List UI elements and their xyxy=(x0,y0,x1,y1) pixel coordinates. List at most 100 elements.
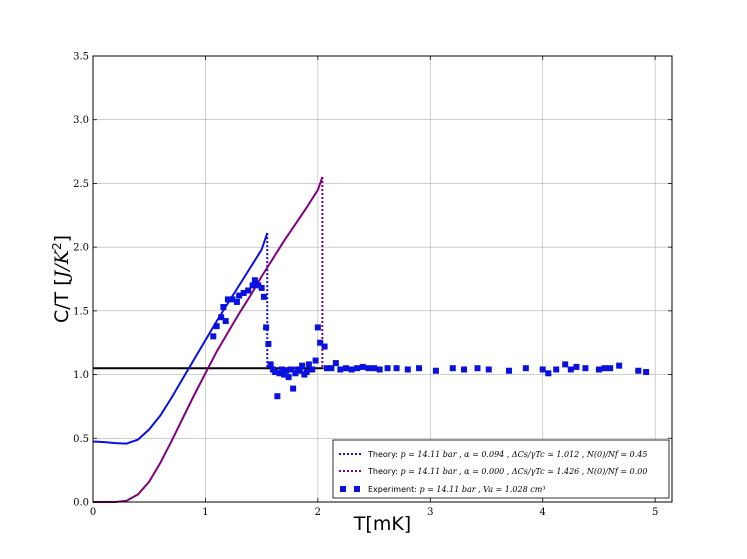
data-point xyxy=(573,363,580,370)
data-point xyxy=(240,290,247,297)
y-tick-label: 3.0 xyxy=(73,115,89,126)
data-point xyxy=(278,366,285,373)
data-point xyxy=(332,360,339,367)
y-tick-label: 0.0 xyxy=(73,498,89,509)
data-point xyxy=(274,393,281,400)
data-point xyxy=(505,367,512,374)
data-point xyxy=(265,340,272,347)
x-tick-label: 2 xyxy=(315,507,321,518)
legend-entry-theory-1: Theory: p = 14.11 bar , α = 0.094 , ΔCs/… xyxy=(339,450,647,459)
data-point xyxy=(376,366,383,373)
legend-label-math: p = 14.11 bar , α = 0.094 , ΔCs/γTc ≃ 1.… xyxy=(400,450,647,459)
data-point xyxy=(416,365,423,372)
x-tick-label: 1 xyxy=(202,507,208,518)
data-point xyxy=(258,284,265,291)
data-point xyxy=(309,366,316,373)
legend-label-math: p = 14.11 bar , α = 0.000 , ΔCs/γTc ≃ 1.… xyxy=(400,467,647,476)
y-axis-label-open: [ xyxy=(51,278,73,285)
data-point xyxy=(607,365,614,372)
legend: Theory: p = 14.11 bar , α = 0.094 , ΔCs/… xyxy=(332,439,670,499)
data-point xyxy=(218,314,225,321)
data-point xyxy=(245,287,252,294)
x-tick-label: 4 xyxy=(540,507,546,518)
grid xyxy=(92,55,672,503)
axes-frame xyxy=(92,55,673,503)
theory-curve-1 xyxy=(92,232,269,445)
y-tick-label: 1.0 xyxy=(73,370,89,381)
data-point xyxy=(317,339,324,346)
data-point xyxy=(348,366,355,373)
data-point xyxy=(461,366,468,373)
data-point xyxy=(601,365,608,372)
y-tick-label: 2.0 xyxy=(73,243,89,254)
x-tick-label: 3 xyxy=(427,507,433,518)
data-point xyxy=(404,366,411,373)
legend-label-prefix: Theory: xyxy=(367,450,400,459)
data-point xyxy=(312,357,319,364)
data-point xyxy=(283,367,290,374)
y-axis-label-close: ] xyxy=(51,235,73,242)
data-point xyxy=(290,385,297,392)
data-point xyxy=(255,282,262,289)
data-point xyxy=(263,324,270,331)
legend-label-math: p = 14.11 bar , Va = 1.028 cm³ xyxy=(419,485,545,494)
data-point xyxy=(337,366,344,373)
data-point xyxy=(260,293,267,300)
data-point xyxy=(296,367,303,374)
data-point xyxy=(233,298,240,305)
data-point xyxy=(354,365,361,372)
legend-box xyxy=(332,439,670,499)
theory-curve-2 xyxy=(93,176,324,503)
y-axis-label-main: C/T xyxy=(51,286,73,323)
data-point xyxy=(643,369,650,376)
data-point xyxy=(359,363,366,370)
data-point xyxy=(616,362,623,369)
svg-text:Theory: p = 14.11 bar , α = 0.: Theory: p = 14.11 bar , α = 0.000 , ΔCs/… xyxy=(367,467,647,476)
data-point xyxy=(267,361,274,368)
y-axis-label-unit: J/K xyxy=(51,248,73,282)
legend-entry-theory-2: Theory: p = 14.11 bar , α = 0.000 , ΔCs/… xyxy=(339,467,647,476)
data-point xyxy=(314,324,321,331)
data-point xyxy=(539,366,546,373)
y-tick-label: 2.5 xyxy=(73,179,89,190)
data-point xyxy=(545,370,552,377)
data-point xyxy=(342,365,349,372)
data-point xyxy=(236,292,243,299)
data-point xyxy=(281,371,288,378)
data-point xyxy=(210,333,217,340)
y-axis-label-sup: 2 xyxy=(50,242,64,250)
y-tick-label: 1.5 xyxy=(73,306,89,317)
x-tick-label: 5 xyxy=(652,507,658,518)
legend-swatch-experiment xyxy=(340,486,346,492)
legend-swatch-experiment xyxy=(354,486,360,492)
data-point xyxy=(449,365,456,372)
svg-text:Experiment: p = 14.11 bar , Va: Experiment: p = 14.11 bar , Va = 1.028 c… xyxy=(368,485,546,494)
svg-text:Theory: p = 14.11 bar , α = 0.: Theory: p = 14.11 bar , α = 0.094 , ΔCs/… xyxy=(367,450,647,459)
axis-ticks: 0 1 2 3 4 5 0.0 0.5 1.0 1.5 2.0 2.5 3.0 3.5 xyxy=(73,52,672,518)
data-point xyxy=(251,277,258,284)
legend-label-prefix: Theory: xyxy=(367,467,400,476)
data-point xyxy=(305,361,312,368)
data-point xyxy=(582,365,589,372)
data-point xyxy=(229,296,236,303)
data-point xyxy=(522,365,529,372)
y-tick-label: 0.5 xyxy=(73,434,89,445)
data-point xyxy=(299,362,306,369)
legend-entry-experiment: Experiment: p = 14.11 bar , Va = 1.028 c… xyxy=(340,485,546,494)
data-point xyxy=(213,323,220,330)
data-point xyxy=(562,361,569,368)
y-tick-label: 3.5 xyxy=(73,52,89,63)
data-point xyxy=(474,365,481,372)
data-point xyxy=(323,365,330,372)
data-point xyxy=(220,304,227,311)
data-point xyxy=(567,366,574,373)
x-tick-label: 0 xyxy=(90,507,96,518)
data-point xyxy=(321,343,328,350)
data-point xyxy=(635,367,642,374)
data-point xyxy=(371,365,378,372)
data-point xyxy=(292,370,299,377)
data-point xyxy=(287,366,294,373)
data-point xyxy=(393,365,400,372)
data-point xyxy=(595,366,602,373)
